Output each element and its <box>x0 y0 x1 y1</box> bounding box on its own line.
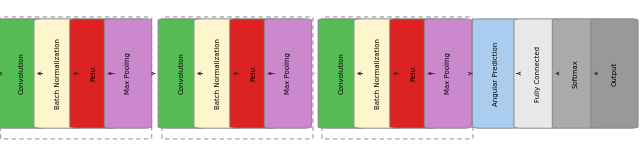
FancyBboxPatch shape <box>34 19 81 128</box>
Text: Relu: Relu <box>410 66 417 81</box>
FancyBboxPatch shape <box>158 19 205 128</box>
FancyBboxPatch shape <box>70 19 117 128</box>
Text: Angular Prediction: Angular Prediction <box>493 41 499 106</box>
Text: Convolution: Convolution <box>179 53 185 94</box>
Text: Convolution: Convolution <box>339 53 345 94</box>
Text: Max Pooling: Max Pooling <box>285 53 291 94</box>
Text: Relu: Relu <box>250 66 257 81</box>
FancyBboxPatch shape <box>591 19 638 128</box>
FancyBboxPatch shape <box>514 19 561 128</box>
FancyBboxPatch shape <box>472 19 520 128</box>
Text: Batch Normalization: Batch Normalization <box>214 38 221 109</box>
FancyBboxPatch shape <box>264 19 312 128</box>
FancyBboxPatch shape <box>552 19 600 128</box>
FancyBboxPatch shape <box>104 19 152 128</box>
FancyBboxPatch shape <box>194 19 241 128</box>
Text: Batch Normalization: Batch Normalization <box>374 38 381 109</box>
Text: Max Pooling: Max Pooling <box>125 53 131 94</box>
FancyBboxPatch shape <box>424 19 472 128</box>
Text: Softmax: Softmax <box>573 59 579 88</box>
FancyBboxPatch shape <box>390 19 437 128</box>
FancyBboxPatch shape <box>354 19 401 128</box>
FancyBboxPatch shape <box>0 19 45 128</box>
FancyBboxPatch shape <box>230 19 277 128</box>
FancyBboxPatch shape <box>318 19 365 128</box>
Text: Output: Output <box>611 61 618 86</box>
Text: Batch Normalization: Batch Normalization <box>54 38 61 109</box>
Text: Convolution: Convolution <box>19 53 25 94</box>
Text: Fully Connected: Fully Connected <box>534 46 541 101</box>
Text: Max Pooling: Max Pooling <box>445 53 451 94</box>
Text: Relu: Relu <box>90 66 97 81</box>
